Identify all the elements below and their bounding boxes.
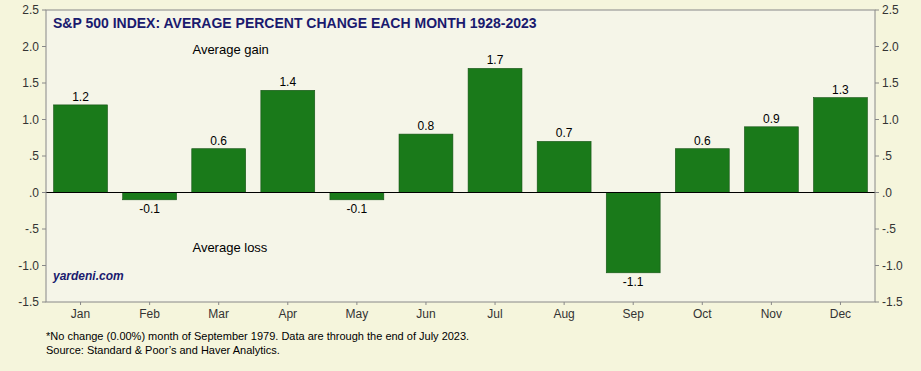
x-tick-label: Jul — [487, 307, 502, 321]
y2-tick — [875, 156, 879, 157]
x-tick-label: Jan — [71, 307, 90, 321]
y2-tick-label: 1.0 — [882, 113, 899, 127]
bar — [675, 149, 729, 193]
data-label: 0.6 — [694, 134, 711, 148]
footnote: Source: Standard & Poor’s and Haver Anal… — [46, 344, 280, 356]
y-tick — [42, 156, 46, 157]
y2-tick-label: .5 — [882, 149, 892, 163]
data-label: 1.7 — [487, 53, 504, 67]
x-tick-label: May — [346, 307, 369, 321]
bar — [261, 90, 315, 192]
y-tick-label: -1.5 — [18, 295, 39, 309]
x-tick-label: Apr — [278, 307, 297, 321]
y2-tick-label: -1.0 — [882, 259, 903, 273]
y-tick — [42, 302, 46, 303]
bar — [814, 98, 868, 193]
y-tick-label: 2.0 — [22, 40, 39, 54]
y2-tick — [875, 302, 879, 303]
bar — [192, 149, 246, 193]
y2-tick — [875, 229, 879, 230]
y2-tick — [875, 10, 879, 11]
y2-tick — [875, 46, 879, 47]
bar — [744, 127, 798, 193]
x-tick-label: Nov — [761, 307, 782, 321]
data-label: 0.7 — [556, 126, 573, 140]
annotation: Average gain — [192, 42, 268, 57]
x-tick-label: Jun — [416, 307, 435, 321]
x-tick-label: Aug — [553, 307, 574, 321]
data-label: 0.8 — [418, 119, 435, 133]
y2-tick-label: 2.0 — [882, 40, 899, 54]
x-tick-label: Sep — [623, 307, 645, 321]
background — [0, 0, 921, 371]
y2-tick-label: .0 — [882, 186, 892, 200]
bar — [606, 193, 660, 273]
bar — [399, 134, 453, 192]
data-label: 1.3 — [832, 83, 849, 97]
x-tick-label: Dec — [830, 307, 851, 321]
y-tick-label: -.5 — [25, 222, 39, 236]
y-tick-label: 2.5 — [22, 3, 39, 17]
y2-tick — [875, 83, 879, 84]
data-label: 0.6 — [210, 134, 227, 148]
y-tick-label: 1.0 — [22, 113, 39, 127]
y2-tick — [875, 119, 879, 120]
y-tick-label: .0 — [29, 186, 39, 200]
y2-tick-label: 1.5 — [882, 76, 899, 90]
data-label: -0.1 — [139, 202, 160, 216]
plot-background — [46, 10, 875, 302]
watermark: yardeni.com — [52, 269, 124, 283]
x-tick-label: Mar — [208, 307, 229, 321]
zero-line — [46, 192, 875, 193]
data-label: -0.1 — [347, 202, 368, 216]
title: S&P 500 INDEX: AVERAGE PERCENT CHANGE EA… — [53, 15, 537, 31]
bars — [54, 68, 868, 272]
data-label: 1.2 — [72, 90, 89, 104]
y-tick-label: 1.5 — [22, 76, 39, 90]
y2-tick-label: -1.5 — [882, 295, 903, 309]
data-label: -1.1 — [623, 275, 644, 289]
y2-tick — [875, 265, 879, 266]
x-tick-label: Feb — [139, 307, 160, 321]
y2-tick-label: -.5 — [882, 222, 896, 236]
bar — [468, 68, 522, 192]
y-tick-label: .5 — [29, 149, 39, 163]
plot-frame — [46, 10, 875, 302]
y-tick — [42, 229, 46, 230]
bar — [537, 141, 591, 192]
y2-tick — [875, 192, 879, 193]
y-tick — [42, 265, 46, 266]
y-tick-label: -1.0 — [18, 259, 39, 273]
bar — [123, 193, 177, 200]
bar — [330, 193, 384, 200]
annotation: Average loss — [192, 240, 267, 255]
y-tick — [42, 10, 46, 11]
data-label: 0.9 — [763, 112, 780, 126]
y-tick — [42, 83, 46, 84]
footnote: *No change (0.00%) month of September 19… — [46, 330, 469, 342]
y2-tick-label: 2.5 — [882, 3, 899, 17]
y-tick — [42, 46, 46, 47]
chart: -1.5 -1.0 -.5 .0 .5 1.0 1.5 2.0 2.5 -1.5 -1.0 -.5 .0… — [0, 0, 921, 371]
bar — [54, 105, 108, 193]
x-tick-label: Oct — [693, 307, 712, 321]
y-tick — [42, 192, 46, 193]
y-tick — [42, 119, 46, 120]
data-label: 1.4 — [279, 75, 296, 89]
